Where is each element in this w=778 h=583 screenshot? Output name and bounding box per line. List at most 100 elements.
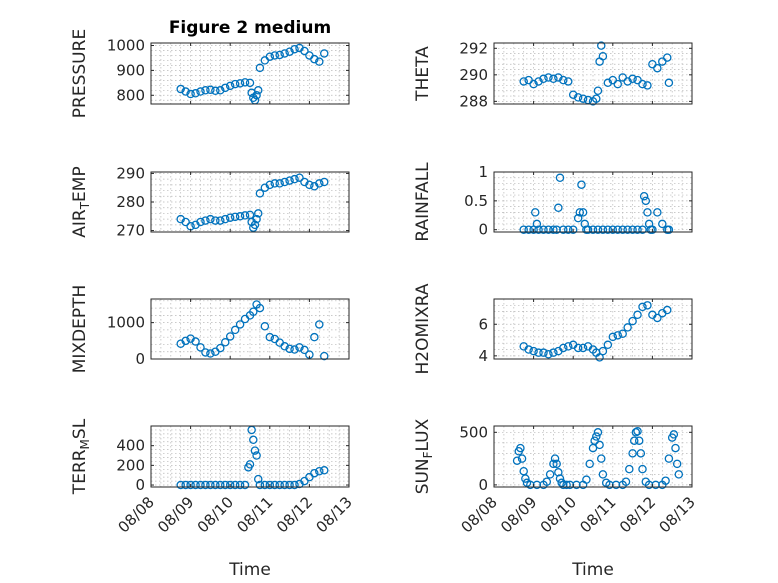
data-point	[275, 179, 284, 188]
data-point	[628, 225, 637, 234]
data-point	[255, 303, 265, 313]
data-point	[235, 212, 245, 221]
data-point	[618, 225, 627, 234]
data-point	[315, 57, 324, 66]
data-point	[638, 225, 647, 234]
data-point	[310, 468, 319, 478]
axes-border	[493, 298, 693, 360]
data-point	[597, 41, 606, 50]
series-points	[176, 300, 329, 361]
y-tick-label: 270	[116, 222, 145, 240]
axes-border	[493, 171, 693, 233]
axes-border	[150, 42, 350, 105]
subplot-pressure: 800 900 1000 PRESSURE Figure 2 medium	[70, 18, 350, 118]
data-point	[628, 449, 637, 458]
data-point	[220, 338, 230, 347]
data-point	[557, 478, 566, 488]
data-point	[613, 331, 623, 340]
data-point	[573, 93, 583, 102]
data-point	[633, 427, 642, 436]
y-tick-label: 6	[478, 315, 488, 333]
data-point	[290, 480, 299, 490]
data-point	[260, 480, 270, 490]
data-point	[529, 346, 538, 356]
data-point	[253, 474, 263, 484]
data-point	[275, 480, 284, 490]
data-point	[216, 480, 225, 490]
data-point	[643, 208, 652, 217]
y-axis-label: PRESSURE	[70, 29, 90, 118]
y-tick-label: 1000	[107, 36, 145, 54]
data-point	[663, 53, 672, 62]
data-point	[181, 336, 190, 346]
data-point	[270, 480, 279, 490]
data-point	[598, 52, 608, 61]
data-point	[534, 77, 543, 86]
data-point	[319, 49, 329, 58]
data-point	[255, 480, 265, 490]
data-point	[623, 77, 632, 86]
data-point	[280, 342, 289, 351]
data-point	[250, 220, 260, 230]
data-point	[285, 47, 294, 56]
data-point	[598, 225, 608, 234]
data-point	[181, 87, 190, 96]
data-point	[633, 225, 642, 234]
data-point	[577, 180, 586, 189]
data-point	[191, 337, 200, 346]
data-point	[245, 78, 255, 88]
data-point	[516, 443, 525, 453]
data-point	[598, 346, 608, 356]
data-point	[555, 173, 565, 183]
data-point	[225, 480, 235, 490]
data-point	[249, 435, 258, 445]
data-point	[621, 477, 631, 486]
data-point	[265, 180, 275, 190]
data-point	[534, 225, 543, 234]
data-point	[593, 428, 603, 437]
data-point	[519, 225, 528, 234]
data-point	[564, 342, 573, 351]
data-point	[315, 320, 324, 329]
y-tick-label: 1000	[107, 314, 145, 332]
axes-box	[150, 42, 350, 105]
data-point	[578, 208, 588, 217]
x-tick-label: 08/08	[458, 493, 501, 536]
data-point	[521, 474, 530, 483]
data-point	[240, 211, 250, 220]
data-point	[196, 87, 205, 96]
data-point	[578, 343, 588, 353]
axes-border	[493, 425, 693, 488]
x-tick-label: 08/10	[537, 493, 580, 536]
data-point	[240, 480, 250, 490]
data-point	[230, 79, 240, 89]
data-point	[235, 320, 245, 329]
data-point	[658, 219, 667, 229]
data-point	[598, 470, 608, 479]
data-point	[633, 310, 642, 320]
y-tick-label: 900	[116, 61, 145, 79]
data-point	[211, 216, 220, 225]
series-points	[519, 173, 674, 234]
data-point	[230, 480, 240, 490]
data-point	[608, 332, 618, 342]
data-point	[285, 480, 294, 490]
subplot-air-temp: 270 280 290 AIRTEMP	[70, 164, 350, 240]
data-point	[578, 94, 588, 103]
data-point	[255, 63, 265, 73]
data-point	[534, 348, 543, 357]
data-point	[573, 213, 583, 223]
data-point	[631, 428, 641, 437]
data-point	[290, 44, 299, 54]
data-point	[270, 179, 279, 188]
data-point	[240, 78, 250, 87]
data-point	[554, 73, 563, 82]
data-point	[319, 351, 329, 361]
axes-border	[150, 298, 350, 360]
data-point	[181, 217, 190, 227]
x-tick-label: 08/11	[233, 493, 276, 536]
data-point	[265, 332, 275, 342]
data-point	[597, 454, 606, 463]
data-point	[211, 480, 220, 490]
